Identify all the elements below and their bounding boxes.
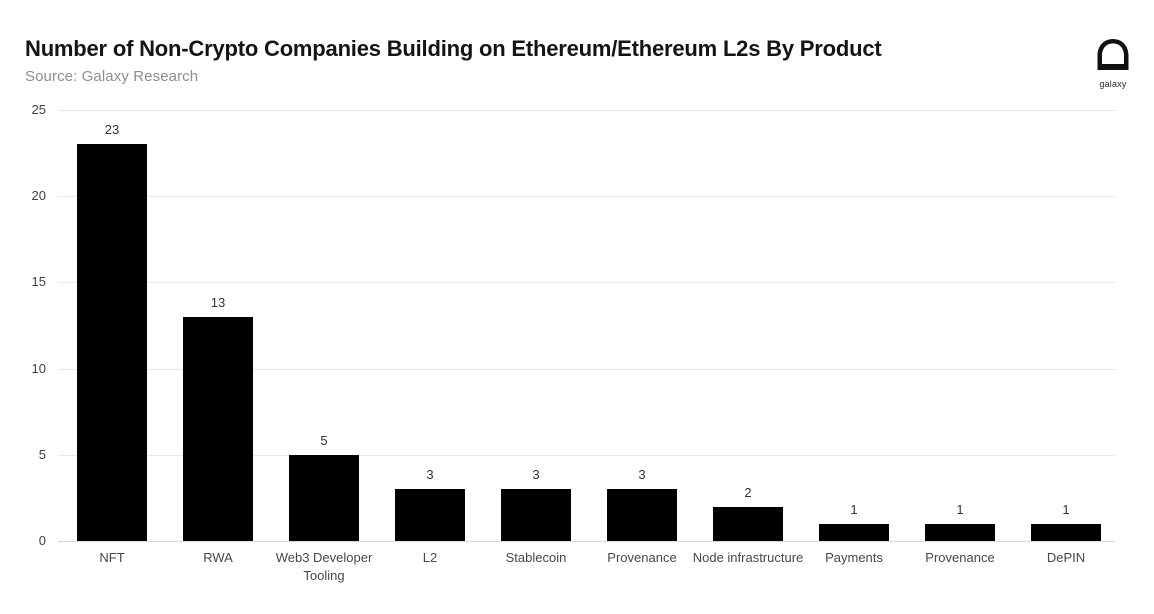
source-label: Source: Galaxy Research [25,68,199,85]
bar-value-label: 2 [744,484,752,500]
x-axis-category-label: Payments [825,550,883,565]
x-axis-category-label: Web3 Developer Tooling [275,550,373,583]
bar-value-label: 3 [638,467,646,483]
y-axis-tick-label: 0 [38,533,46,548]
bar [289,454,359,541]
bar-value-label: 3 [426,467,434,483]
y-axis-tick-label: 25 [31,102,46,117]
bar [819,523,889,541]
bar-value-label: 1 [850,501,858,517]
bar [1031,523,1101,541]
bar-value-label: 1 [956,501,964,517]
galaxy-logo: galaxy [1086,38,1140,89]
bar [713,506,783,541]
gridline-y10 [58,368,1115,370]
bar [77,144,147,541]
gridline-y5 [58,454,1115,456]
x-axis-category-label: Provenance [925,550,995,565]
galaxy-logo-label: galaxy [1099,79,1127,89]
y-axis-tick-label: 15 [31,274,46,290]
gridline-y20 [58,196,1115,198]
y-axis-tick-label: 20 [31,188,46,204]
bar [607,489,677,541]
bar [183,316,253,541]
galaxy-helmet-icon [1097,39,1129,70]
bar-value-label: 3 [532,467,540,483]
chart-title: Number of Non-Crypto Companies Building … [25,36,882,61]
bar-value-label: 1 [1062,501,1070,517]
gridline-y25 [58,110,1115,111]
bar [501,489,571,541]
bar-value-label: 23 [104,122,120,138]
x-axis-category-label: NFT [99,550,125,565]
x-axis-category-label: RWA [203,550,233,565]
x-axis-category-label: Stablecoin [505,550,567,565]
x-axis-category-label: Provenance [607,550,677,565]
bar-value-label: 5 [320,432,328,448]
gridline-y0 [58,541,1115,542]
y-axis-tick-label: 5 [38,446,46,462]
x-axis-category-label: L2 [422,550,438,565]
bar [925,523,995,541]
bar-value-label: 13 [210,294,226,310]
y-axis-tick-label: 10 [31,360,46,376]
gridline-y15 [58,282,1115,284]
x-axis-category-label: DePIN [1046,550,1086,565]
bar [395,489,465,541]
x-axis-category-label: Node infrastructure [692,550,804,565]
